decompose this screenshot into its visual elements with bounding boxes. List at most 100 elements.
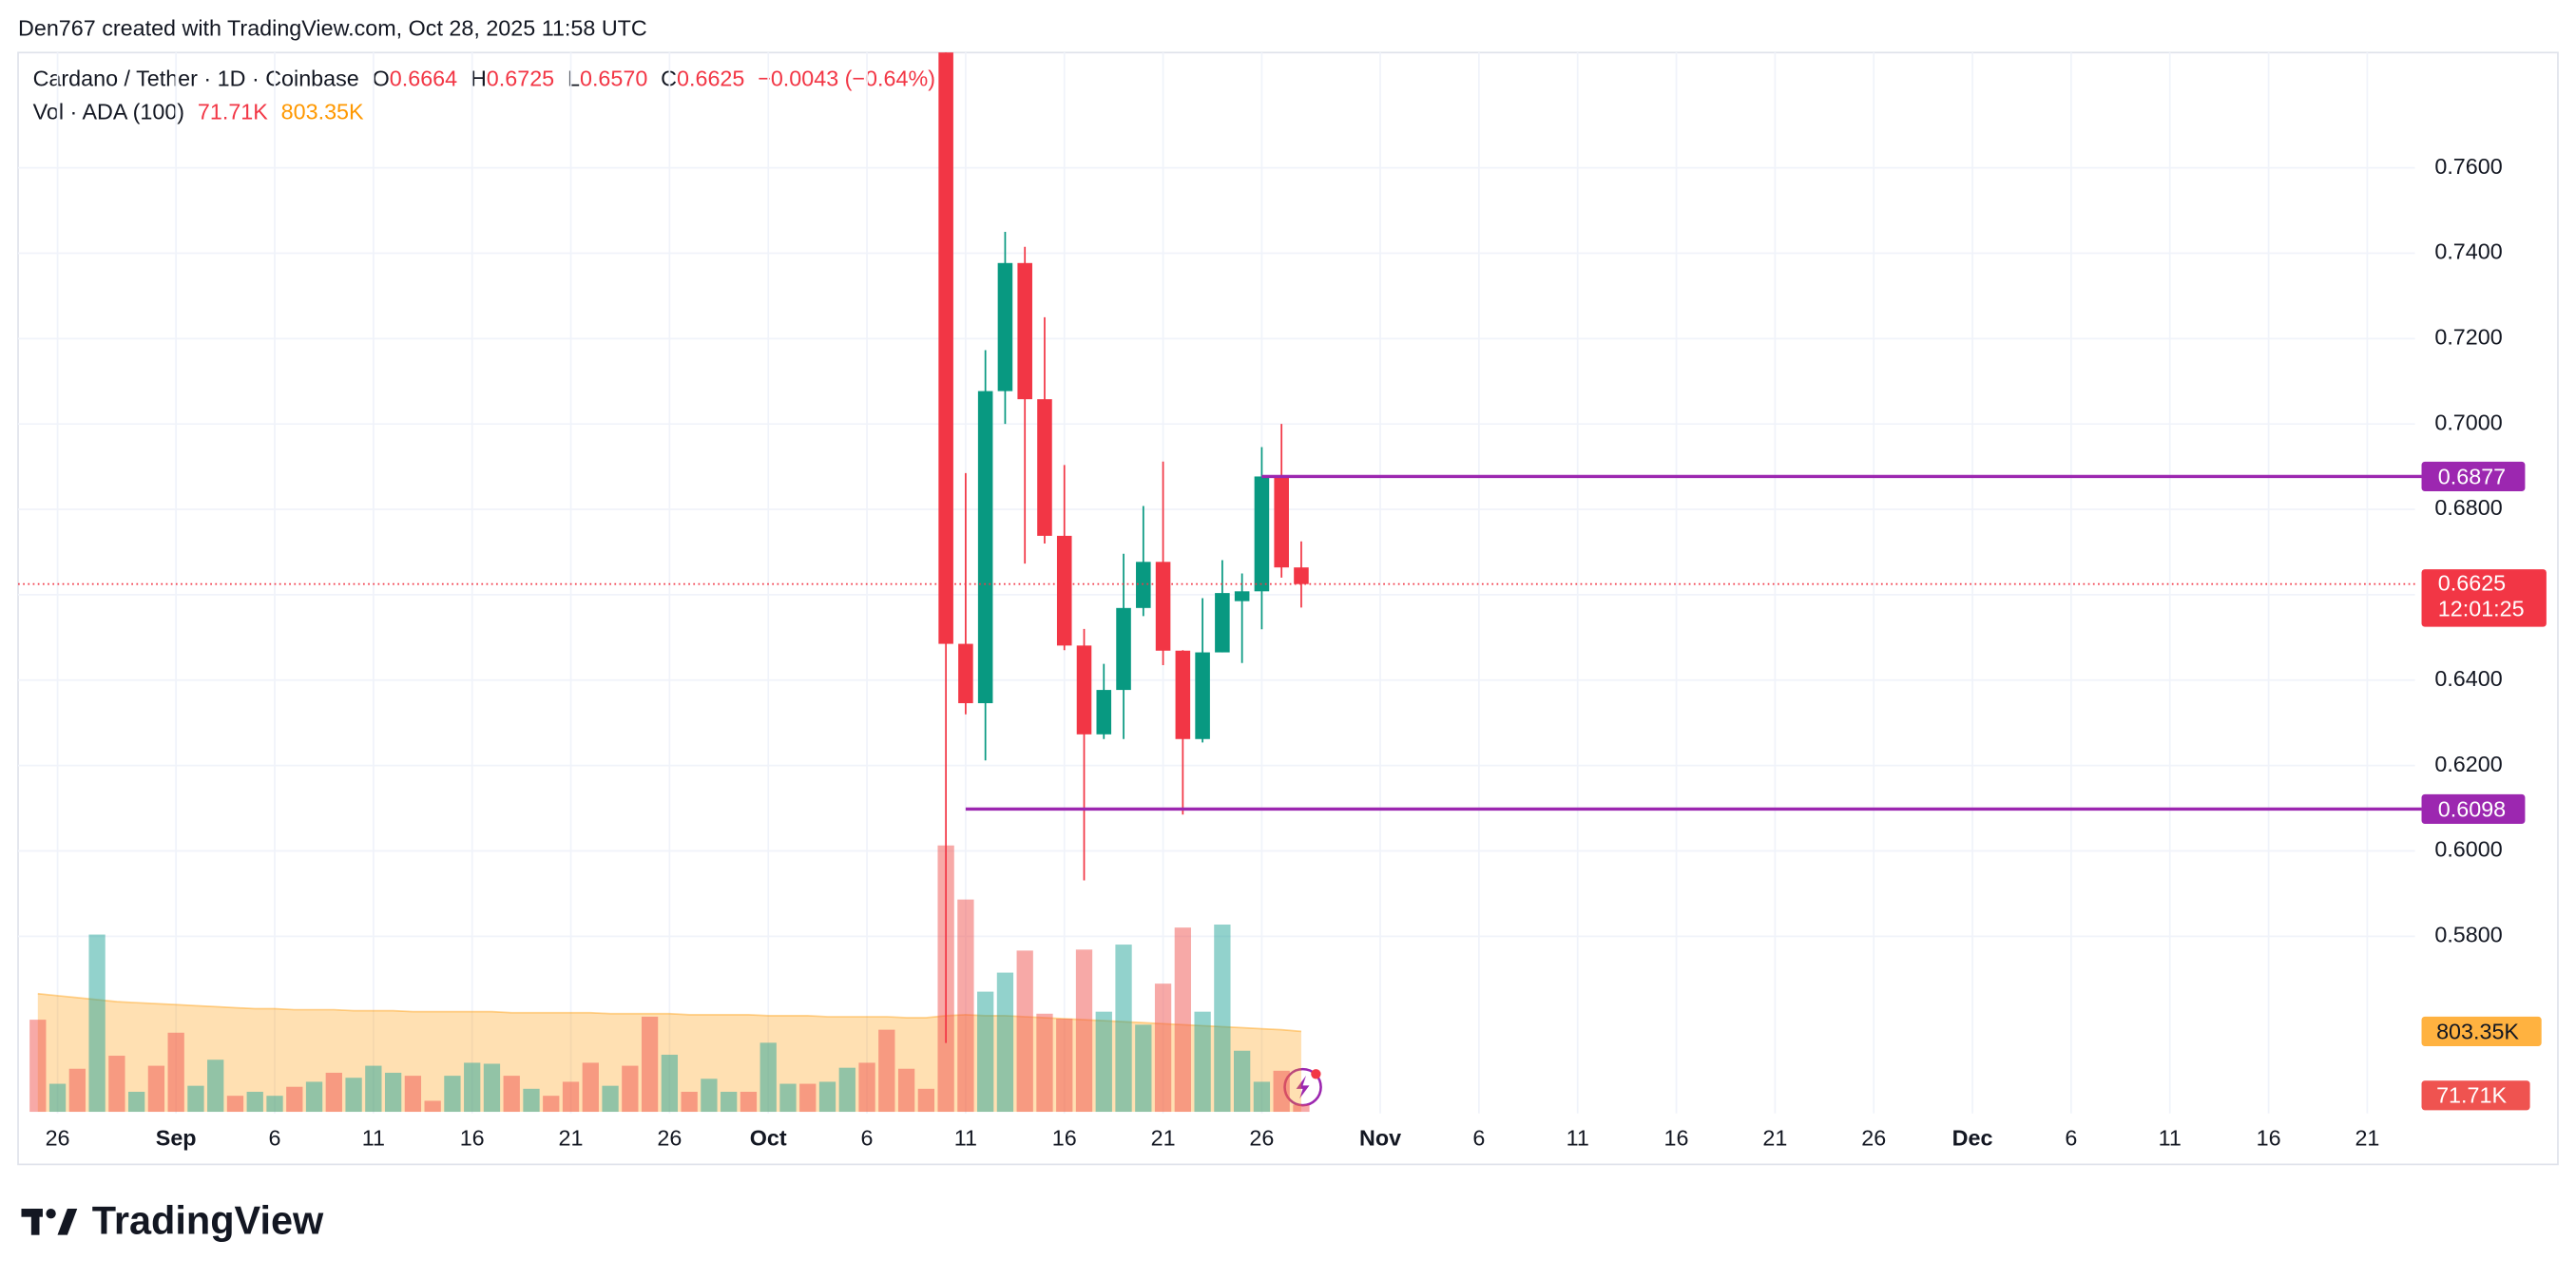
volume-bar: [1174, 927, 1191, 1113]
volume-bar: [799, 1083, 817, 1113]
volume-bar: [464, 1062, 481, 1113]
volume-bar: [1234, 1050, 1251, 1113]
volume-bar: [1016, 950, 1033, 1113]
candle-body: [1136, 562, 1151, 608]
volume-bar: [562, 1081, 580, 1113]
candle-body: [938, 52, 953, 644]
volume-bar: [681, 1091, 698, 1113]
x-tick-label: 16: [1664, 1126, 1689, 1151]
ohlc-value: 0.6625: [677, 67, 744, 91]
volume-bar: [108, 1056, 125, 1113]
ohlc-value: 0.6570: [580, 67, 647, 91]
volume-bar: [582, 1062, 599, 1113]
y-tick-label: 0.6000: [2434, 837, 2502, 862]
volume-bar: [977, 991, 994, 1113]
countdown: 12:01:25: [2438, 596, 2525, 620]
candle-body: [1195, 652, 1210, 739]
legend: Cardano / Tether · 1D · Coinbase O0.6664 H…: [33, 67, 935, 91]
volume-bar: [1273, 1070, 1290, 1113]
change: −0.0043 (−0.64%): [758, 67, 935, 91]
volume-bar: [503, 1076, 520, 1113]
volume-bar: [1214, 924, 1231, 1113]
x-tick-label: 21: [1762, 1126, 1787, 1151]
volume-bar: [246, 1091, 263, 1113]
volume-name: Vol · ADA (100): [33, 99, 185, 124]
volume-bar: [661, 1054, 679, 1113]
candle-body: [1274, 476, 1289, 568]
x-tick-label: 16: [1052, 1126, 1077, 1151]
volume-bar: [127, 1091, 145, 1113]
volume-bar: [1194, 1011, 1211, 1113]
x-tick-label: Sep: [156, 1126, 197, 1151]
volume-bar: [543, 1096, 560, 1113]
volume-bar: [622, 1065, 639, 1113]
level-label: 0.6877: [2438, 464, 2506, 488]
volume-bar: [957, 899, 974, 1113]
volume-ma-label: 803.35K: [2436, 1019, 2519, 1043]
x-tick-label: 21: [559, 1126, 584, 1151]
ohlc-value: 0.6725: [487, 67, 554, 91]
volume-ma: 803.35K: [281, 99, 364, 124]
volume-bar: [147, 1065, 165, 1113]
y-tick-label: 0.7000: [2434, 410, 2502, 434]
x-tick-label: 6: [861, 1126, 874, 1151]
x-tick-label: 16: [460, 1126, 485, 1151]
volume-bar: [897, 1068, 915, 1113]
x-tick-label: Nov: [1359, 1126, 1401, 1151]
x-tick-label: 6: [1472, 1126, 1485, 1151]
y-tick-label: 0.7200: [2434, 324, 2502, 349]
volume-bar: [48, 1083, 67, 1113]
candle-body: [1037, 399, 1052, 536]
volume-bar: [1293, 1104, 1310, 1113]
price-label: 0.6625: [2438, 571, 2506, 596]
x-tick-label: 26: [1249, 1126, 1274, 1151]
x-tick-label: 26: [657, 1126, 682, 1151]
volume-last-badge: [2421, 1080, 2530, 1111]
volume-bar: [384, 1072, 402, 1113]
x-tick-label: Oct: [750, 1126, 787, 1151]
volume-last: 71.71K: [198, 99, 268, 124]
candle-body: [1096, 690, 1112, 735]
volume-bar: [226, 1096, 244, 1113]
volume-bar: [1095, 1011, 1112, 1113]
candle-body: [997, 262, 1013, 391]
x-tick-label: 11: [2159, 1126, 2182, 1151]
x-tick-label: 21: [2355, 1126, 2379, 1151]
volume-bar: [286, 1086, 303, 1113]
volume-bar: [167, 1032, 184, 1113]
x-tick-label: 26: [1861, 1126, 1886, 1151]
price-badge: [2421, 569, 2547, 627]
volume-bar: [523, 1088, 540, 1113]
candle-body: [1294, 567, 1309, 584]
volume-last-label: 71.71K: [2436, 1083, 2507, 1108]
y-tick-label: 0.6400: [2434, 666, 2502, 691]
volume-ma-badge: [2421, 1016, 2542, 1046]
candle-body: [1076, 645, 1092, 735]
x-tick-label: 11: [362, 1126, 385, 1151]
level-badge: [2421, 793, 2526, 824]
candle-body: [977, 391, 993, 704]
level-label: 0.6098: [2438, 796, 2506, 821]
volume-bar: [483, 1063, 501, 1113]
volume-bar: [29, 1020, 47, 1113]
volume-bar: [838, 1067, 855, 1113]
volume-bar: [266, 1096, 283, 1113]
ohlc-key: O: [373, 67, 390, 91]
candle-body: [1116, 607, 1131, 691]
x-tick-label: 26: [46, 1126, 70, 1151]
volume-legend: Vol · ADA (100) 71.71K 803.35K: [33, 99, 364, 124]
x-tick-label: 21: [1151, 1126, 1176, 1151]
y-tick-label: 0.7400: [2434, 239, 2502, 264]
ohlc-key: L: [567, 67, 580, 91]
volume-bar: [1154, 983, 1172, 1113]
x-tick-label: 11: [1567, 1126, 1589, 1151]
volume-bar: [818, 1081, 836, 1113]
candle-body: [1175, 650, 1191, 739]
volume-bar: [721, 1091, 738, 1113]
candle-body: [1215, 593, 1230, 653]
y-tick-label: 0.6800: [2434, 495, 2502, 520]
ohlc-key: H: [471, 67, 487, 91]
volume-bar: [878, 1029, 895, 1113]
